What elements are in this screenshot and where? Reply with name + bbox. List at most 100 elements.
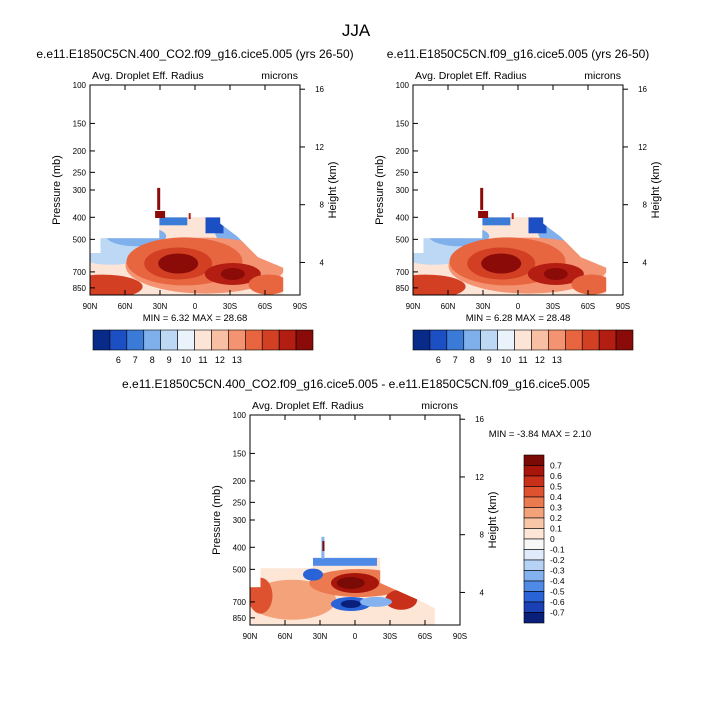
p-tick-label: 250	[396, 168, 410, 177]
x-tick-label: 60S	[418, 632, 432, 641]
contour-field	[90, 217, 284, 295]
p-tick-label: 250	[73, 168, 87, 177]
colorbar-swatch	[581, 329, 600, 351]
colorbar-label: 0.7	[550, 461, 562, 471]
darkred-core-sh	[543, 268, 568, 280]
h-tick-label: 16	[638, 85, 647, 94]
x-tick-label: 30N	[476, 302, 491, 311]
page-title: JJA	[342, 21, 371, 40]
left-label: Avg. Droplet Eff. Radius	[415, 70, 527, 82]
colorbar-label: -0.4	[550, 576, 565, 586]
p-tick-label: 400	[233, 543, 247, 552]
y-axis-label: Pressure (mb)	[51, 155, 63, 225]
blue-patch-sh	[528, 217, 547, 234]
p-tick-label: 200	[73, 147, 87, 156]
x-tick-label: 60N	[118, 302, 133, 311]
subtitle: e.e11.E1850C5CN.f09_g16.cice5.005 (yrs 2…	[387, 47, 650, 61]
x-tick-label: 30S	[383, 632, 397, 641]
p-tick-label: 850	[233, 614, 247, 623]
colorbar-swatch	[523, 570, 545, 582]
colorbar-label: 6	[116, 355, 121, 365]
h-tick-label: 8	[480, 531, 485, 540]
spike-eq	[188, 213, 191, 220]
colorbar-swatch	[92, 329, 111, 351]
blue-core-sh	[233, 217, 258, 236]
colorbar-swatch	[531, 329, 549, 351]
colorbar-label: 10	[181, 355, 191, 365]
blue-patch-30n	[303, 568, 323, 581]
contour-field	[413, 217, 607, 295]
colorbar-swatch	[160, 329, 178, 351]
colorbar-swatch	[523, 591, 545, 603]
blue-core-sh	[556, 217, 581, 236]
p-tick-label: 200	[233, 477, 247, 486]
x-tick-label: 60N	[441, 302, 456, 311]
p-tick-label: 150	[233, 449, 247, 458]
spike-eq	[511, 213, 514, 220]
y2-axis-label: Height (km)	[327, 162, 339, 219]
colorbar-swatch	[523, 486, 545, 498]
y2-axis-label: Height (km)	[487, 492, 499, 549]
p-tick-label: 500	[73, 235, 87, 244]
p-tick-label: 150	[73, 119, 87, 128]
colorbar-label: 0.4	[550, 492, 562, 502]
x-tick-label: 90N	[243, 632, 258, 641]
colorbar-label: 9	[487, 355, 492, 365]
colorbar-label: 0.1	[550, 524, 562, 534]
p-tick-label: 500	[233, 565, 247, 574]
p-tick-label: 400	[73, 213, 87, 222]
p-tick-label: 300	[73, 186, 87, 195]
darkred-core-tropics	[481, 253, 522, 274]
x-tick-label: 30N	[313, 632, 328, 641]
h-tick-label: 12	[315, 143, 324, 152]
colorbar-swatch	[446, 329, 465, 351]
x-tick-label: 0	[193, 302, 198, 311]
colorbar-label: -0.2	[550, 555, 565, 565]
colorbar-label: 0	[550, 534, 555, 544]
colorbar-swatch	[523, 559, 545, 571]
red-nh-edge	[250, 577, 273, 614]
colorbar-label: -0.3	[550, 566, 565, 576]
colorbar-swatch	[523, 475, 545, 487]
colorbar-label: 7	[133, 355, 138, 365]
min-max-stats: MIN = 6.28 MAX = 28.48	[466, 313, 571, 324]
p-tick-label: 700	[233, 598, 247, 607]
p-tick-label: 150	[396, 119, 410, 128]
colorbar-swatch	[412, 329, 431, 351]
p-tick-label: 850	[396, 284, 410, 293]
x-tick-label: 90S	[616, 302, 630, 311]
colorbar-swatch	[523, 454, 545, 466]
colorbar-swatch	[295, 329, 314, 351]
colorbar-label: 7	[453, 355, 458, 365]
colorbar-swatch	[523, 612, 545, 624]
h-tick-label: 12	[638, 143, 647, 152]
colorbar-swatch	[463, 329, 481, 351]
colorbar-swatch	[523, 517, 545, 529]
colorbar-swatch	[598, 329, 617, 351]
orange-band-sh-surface	[571, 274, 607, 295]
colorbar-label: 11	[518, 355, 527, 365]
x-tick-label: 90N	[83, 302, 98, 311]
colorbar-label: 6	[436, 355, 441, 365]
colorbar-swatch	[211, 329, 229, 351]
colorbar-label: 13	[232, 355, 242, 365]
h-tick-label: 8	[320, 201, 325, 210]
x-tick-label: 90S	[453, 632, 467, 641]
colorbar-label: -0.5	[550, 587, 565, 597]
colorbar-swatch	[278, 329, 297, 351]
p-tick-label: 100	[233, 411, 247, 420]
spike-30n	[157, 187, 161, 210]
y-axis-label: Pressure (mb)	[374, 155, 386, 225]
blue-band-500	[313, 557, 377, 566]
colorbar-swatch	[523, 528, 545, 540]
x-tick-label: 30N	[153, 302, 168, 311]
h-tick-label: 4	[480, 588, 485, 597]
colorbar-label: 10	[501, 355, 511, 365]
colorbar-swatch	[514, 329, 532, 351]
left-label: Avg. Droplet Eff. Radius	[92, 70, 204, 82]
colorbar-label: 0.2	[550, 513, 562, 523]
x-tick-label: 90N	[406, 302, 421, 311]
x-tick-label: 0	[353, 632, 358, 641]
colorbar-label: -0.7	[550, 608, 565, 618]
colorbar-swatch	[228, 329, 246, 351]
